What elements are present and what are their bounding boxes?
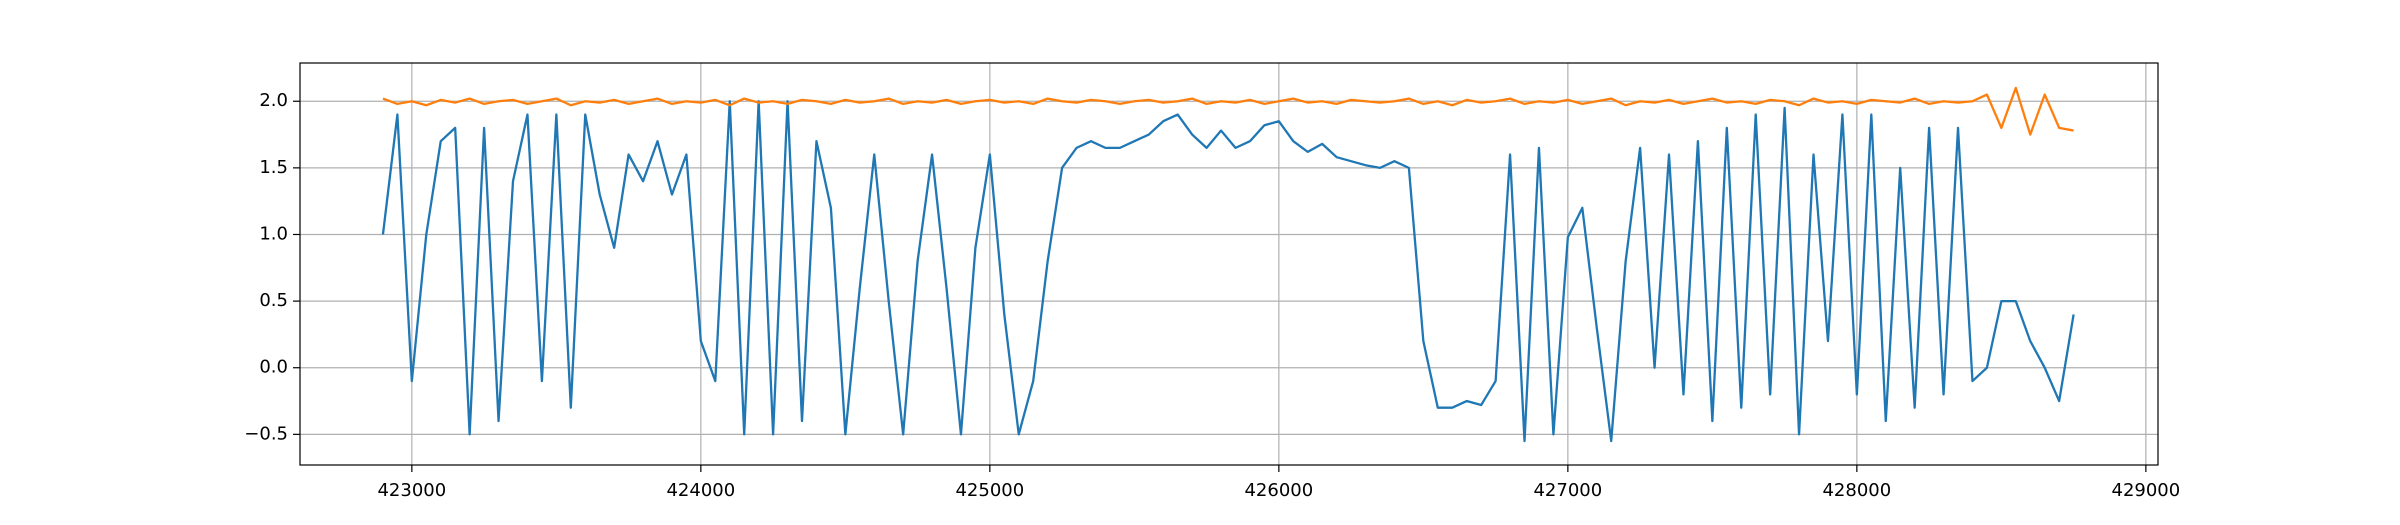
x-tick-label: 423000 [377, 480, 446, 501]
y-tick-label: 0.5 [259, 290, 288, 311]
line-series [382, 86, 2074, 136]
x-tick-label: 428000 [1822, 480, 1891, 501]
y-tick-label: 1.0 [259, 223, 288, 244]
axes-frame [299, 62, 2159, 466]
x-tick-label: 426000 [1244, 480, 1313, 501]
x-tick-label: 424000 [666, 480, 735, 501]
y-tick-label: 0.0 [259, 357, 288, 378]
y-tick-label: 1.5 [259, 157, 288, 178]
line-series [381, 100, 2075, 443]
x-tick-label: 427000 [1533, 480, 1602, 501]
x-tick-label: 429000 [2112, 480, 2181, 501]
x-tick-label: 425000 [955, 480, 1024, 501]
y-tick-label: 2.0 [259, 90, 288, 111]
y-tick-label: −0.5 [244, 423, 288, 444]
